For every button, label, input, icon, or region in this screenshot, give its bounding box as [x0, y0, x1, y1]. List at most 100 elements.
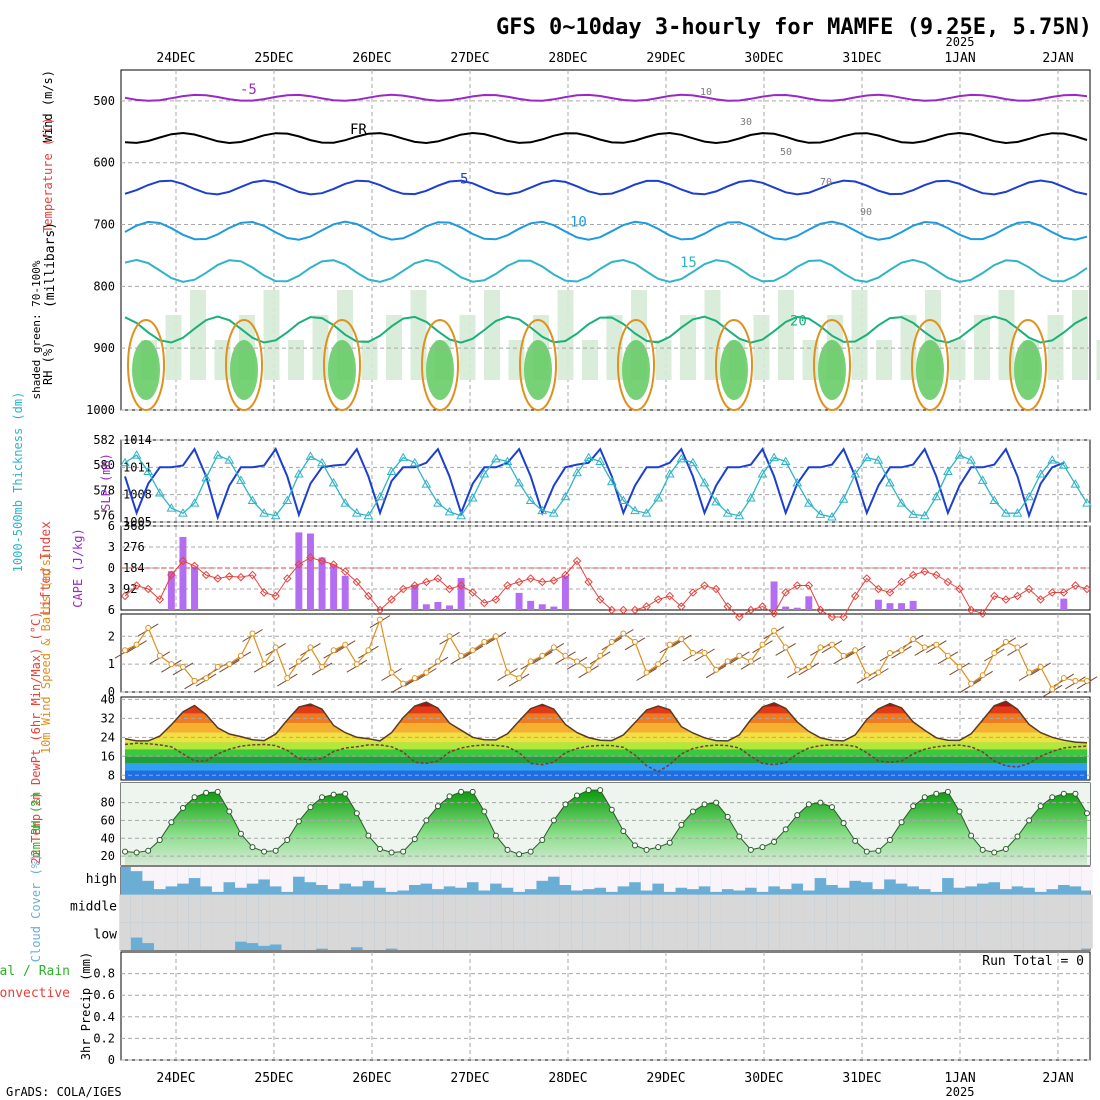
cloud-gap-cell: [177, 867, 189, 884]
cloud-gap-cell: [733, 867, 746, 891]
cloud-gap-cell: [1069, 867, 1082, 887]
lifted-index-point: [259, 588, 269, 597]
wind-speed-point: [272, 644, 279, 651]
cloud-gap-cell: [235, 894, 247, 923]
cloud-gap-cell: [1058, 922, 1070, 950]
rh-point: [771, 838, 778, 845]
cloud-gap-cell: [548, 894, 560, 923]
cloud-gap-cell: [443, 922, 456, 950]
cloud-gap-cell: [1034, 894, 1047, 923]
cloud-gap-cell: [478, 894, 491, 923]
y-tick-label: 24: [101, 730, 115, 744]
cape-bar: [874, 599, 882, 610]
thickness-point: [1082, 498, 1092, 507]
cloud-gap-cell: [652, 894, 664, 923]
rh-point: [805, 801, 812, 808]
rh-shade-cell: [165, 315, 182, 380]
lifted-index-point: [955, 584, 964, 594]
thickness-point: [769, 452, 779, 462]
rh-point: [1002, 845, 1009, 852]
rh-point: [122, 848, 128, 855]
precip-panel: 0 0.2 0.4 0.6 0.8 Run Total = 0 3hr Precip (mm…: [0, 952, 1090, 1067]
cloud-gap-cell: [930, 922, 943, 950]
rh-point: [701, 801, 708, 808]
cloud-gap-cell: [258, 894, 270, 923]
lifted-index-point: [503, 581, 512, 590]
slp-line: [124, 447, 1065, 521]
thickness-point: [293, 469, 304, 478]
wind-speed-point: [469, 647, 476, 654]
date-label-bottom: 28DEC: [548, 1071, 587, 1086]
cloud-gap-cell: [466, 894, 479, 923]
rh-contour-label: 10: [700, 87, 712, 98]
cloud-gap-cell: [362, 894, 375, 923]
thickness-point: [201, 472, 211, 482]
thickness-point: [792, 477, 803, 487]
cloud-gap-cell: [988, 867, 1001, 883]
panel-frame-precip: [120, 951, 1091, 1061]
lifted-index-point: [735, 612, 744, 622]
cloud-gap-cell: [663, 894, 676, 923]
lifted-index-point: [491, 595, 501, 604]
cloud-gap-cell: [710, 894, 722, 923]
thickness-point: [954, 450, 965, 459]
thickness-point: [1012, 508, 1023, 517]
lifted-index-point: [410, 581, 420, 590]
cloud-gap-cell: [721, 922, 734, 950]
wind-speed-point: [550, 644, 557, 651]
cloud-gap-cell: [872, 894, 885, 923]
lifted-index-point: [340, 567, 350, 576]
date-label-top: 31DEC: [842, 51, 881, 66]
lifted-index-point: [932, 570, 941, 580]
cloud-gap-cell: [1023, 867, 1035, 888]
cloud-gap-cell: [1046, 894, 1059, 923]
date-label-bottom: 30DEC: [744, 1071, 783, 1086]
cloud-gap-cell: [490, 867, 502, 884]
thickness-point: [502, 456, 513, 465]
thickness-point: [873, 455, 884, 464]
date-label-bottom: 1JAN: [944, 1071, 975, 1086]
cloud-gap-cell: [860, 894, 873, 923]
lifted-index-point: [306, 553, 315, 562]
year-label-bottom: 2025: [946, 1085, 975, 1099]
rh-shade-cell: [190, 290, 206, 380]
cloud-gap-cell: [814, 922, 827, 950]
thickness-point: [386, 466, 397, 476]
thickness-point: [166, 503, 177, 512]
cloud-gap-cell: [397, 867, 409, 891]
cloud-gap-cell: [675, 922, 688, 950]
cloud-gap-cell: [988, 922, 1001, 950]
y-tick-label: 1000: [86, 403, 115, 417]
rh-point: [249, 844, 256, 851]
wind-speed-point: [261, 661, 268, 668]
cloud-gap-cell: [1000, 894, 1012, 923]
lifted-index-point: [132, 581, 141, 590]
lifted-index-point: [897, 577, 906, 587]
cloud-gap-cell: [768, 922, 780, 950]
cloud-gap-cell: [524, 894, 537, 923]
cloud-gap-cell: [826, 894, 838, 923]
cloud-panel: high middle low Cloud Cover (%): [29, 854, 1093, 962]
lifted-index-point: [711, 584, 721, 594]
cape-bar: [898, 603, 906, 610]
thickness-point: [351, 508, 362, 517]
cloud-gap-cell: [281, 867, 294, 892]
cloud-gap-cell: [420, 867, 433, 884]
precip-legend-total: Total / Rain: [0, 964, 70, 979]
y-tick-label-right: 92: [123, 582, 137, 596]
rh-shade-cell: [680, 315, 696, 380]
cloud-gap-cell: [327, 894, 340, 923]
cloud-gap-cell: [1046, 867, 1059, 890]
rh-point: [481, 808, 488, 815]
rh-point: [191, 794, 198, 801]
rh-point: [145, 847, 152, 854]
wind-speed-point: [666, 641, 673, 648]
wind-speed-point: [411, 675, 418, 682]
thickness-point: [525, 495, 536, 505]
cloud-gap-cell: [235, 922, 247, 942]
cloud-gap-cell: [211, 922, 224, 950]
lifted-index-point: [746, 605, 756, 615]
cloud-level-label: middle: [70, 900, 117, 915]
cloud-gap-cell: [907, 867, 919, 887]
cloud-gap-cell: [316, 894, 328, 923]
